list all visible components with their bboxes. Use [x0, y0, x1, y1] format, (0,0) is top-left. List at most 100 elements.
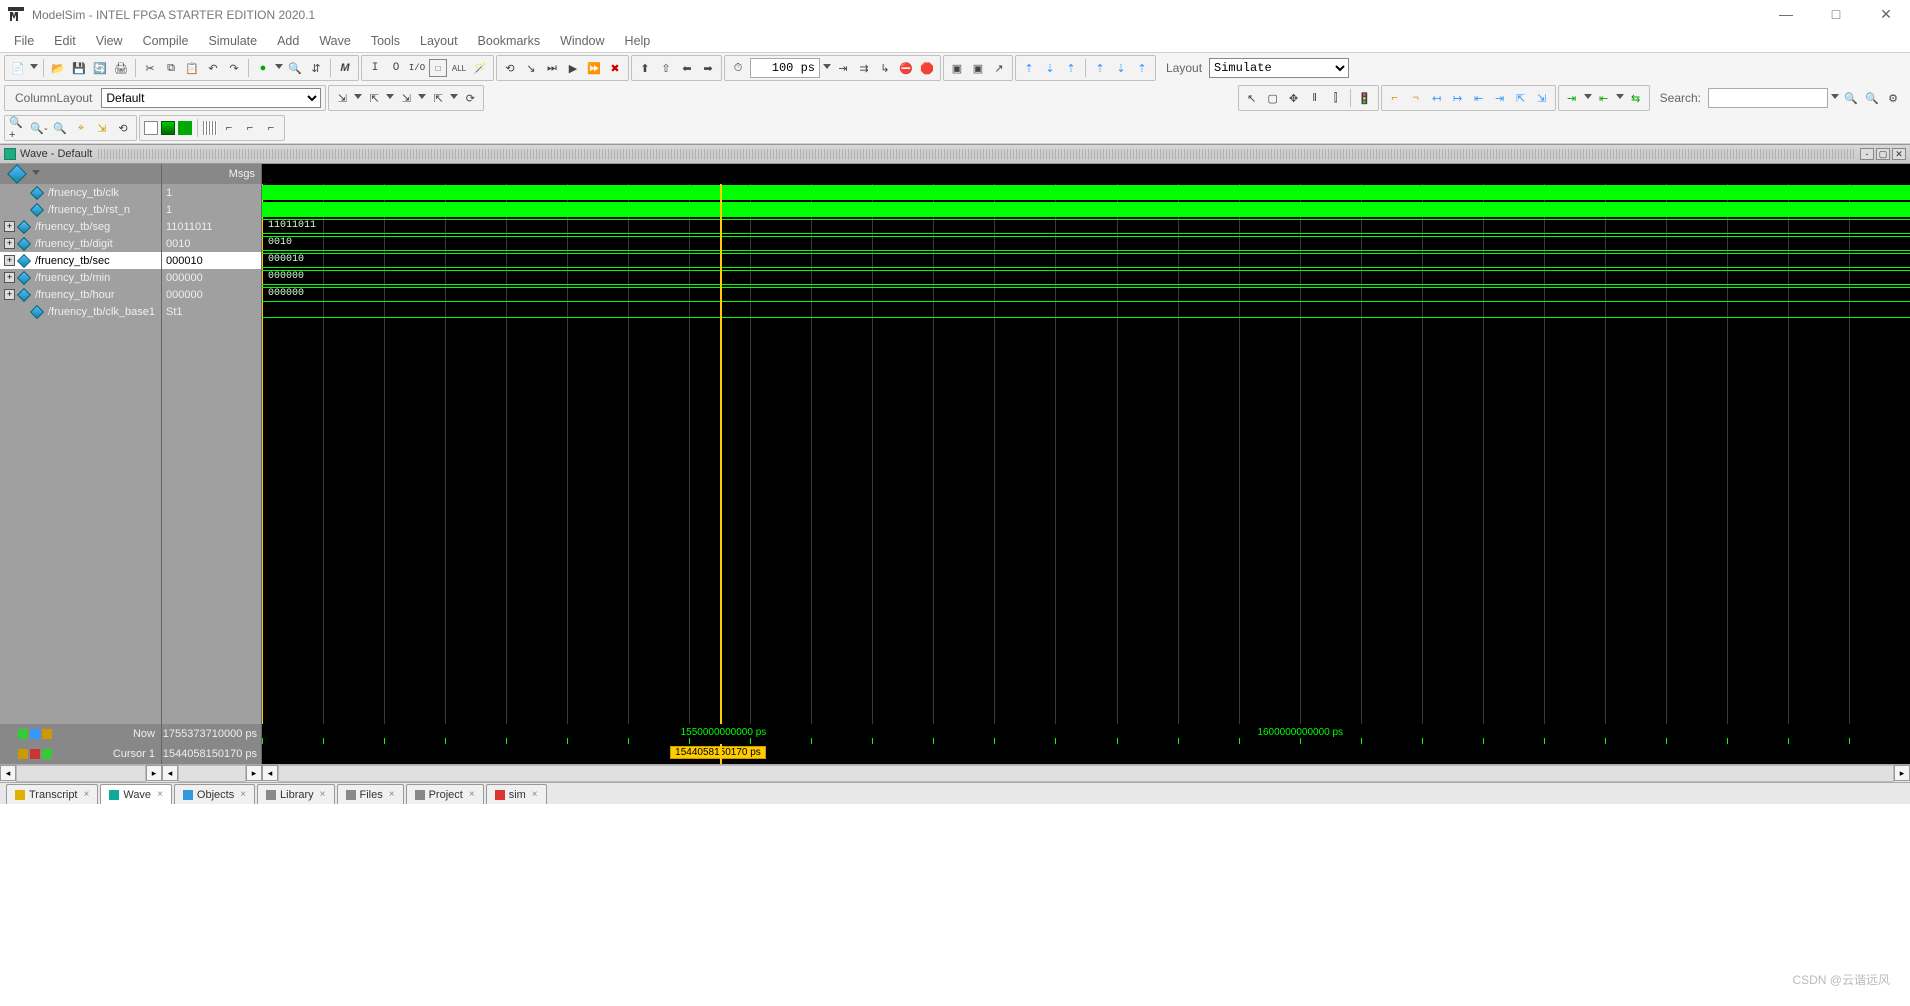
search-prev-icon[interactable]: 🔍	[1863, 89, 1881, 107]
zoom-in-icon[interactable]: 🔍+	[9, 119, 27, 137]
copy-icon[interactable]: ⧉	[162, 59, 180, 77]
signal-name-row[interactable]: /fruency_tb/clk	[0, 184, 161, 201]
add-icon[interactable]: ●	[254, 59, 272, 77]
filter-io-icon[interactable]: I/O	[408, 59, 426, 77]
find-icon[interactable]: 🔍	[286, 59, 304, 77]
search-next-icon[interactable]: 🔍	[1842, 89, 1860, 107]
disp6-icon[interactable]: ⌐	[241, 119, 259, 137]
we4-icon[interactable]: ⇱	[429, 89, 447, 107]
wave-signal-row[interactable]: 000000	[262, 286, 1910, 303]
edge2-icon[interactable]: ¬	[1407, 89, 1425, 107]
minimize-button[interactable]: —	[1770, 6, 1802, 23]
menu-view[interactable]: View	[86, 32, 133, 50]
wave-signal-row[interactable]: 11011011	[262, 218, 1910, 235]
signal-name-row[interactable]: +/fruency_tb/digit	[0, 235, 161, 252]
search-opts-icon[interactable]: ⚙	[1884, 89, 1902, 107]
wave-close-button[interactable]: ✕	[1892, 148, 1906, 160]
menu-window[interactable]: Window	[550, 32, 614, 50]
forward-icon[interactable]: ➡	[699, 59, 717, 77]
time-input[interactable]	[750, 58, 820, 78]
tab-project[interactable]: Project×	[406, 784, 484, 804]
wave-max-button[interactable]: ▢	[1876, 148, 1890, 160]
tab-library[interactable]: Library×	[257, 784, 334, 804]
stop-sim-icon[interactable]: 🛑	[918, 59, 936, 77]
we2-icon[interactable]: ⇱	[365, 89, 383, 107]
signal-name-row[interactable]: +/fruency_tb/min	[0, 269, 161, 286]
mem-icon[interactable]: M	[336, 59, 354, 77]
zoom-last-icon[interactable]: ⟲	[114, 119, 132, 137]
disp1-icon[interactable]	[144, 121, 158, 135]
continue-icon[interactable]: ⏩	[585, 59, 603, 77]
we3-icon[interactable]: ⇲	[397, 89, 415, 107]
run-icon[interactable]: ▶	[564, 59, 582, 77]
refresh-icon[interactable]: 🔄	[91, 59, 109, 77]
signal-name-row[interactable]: /fruency_tb/rst_n	[0, 201, 161, 218]
waveform-column[interactable]: 110110110010000010000000000000	[262, 184, 1910, 724]
tab-sim[interactable]: sim×	[486, 784, 547, 804]
menu-wave[interactable]: Wave	[309, 32, 361, 50]
run-length-icon[interactable]: ⇥	[834, 59, 852, 77]
tab-files[interactable]: Files×	[337, 784, 404, 804]
zoom-cursor-icon[interactable]: ⌖	[72, 119, 90, 137]
wave-signal-row[interactable]	[262, 184, 1910, 201]
time-step-icon[interactable]: ⏱	[729, 59, 747, 77]
tab-close-icon[interactable]: ×	[389, 789, 395, 800]
cursor-t6-icon[interactable]: ⇡	[1133, 59, 1151, 77]
tab-transcript[interactable]: Transcript×	[6, 784, 98, 804]
disp2-icon[interactable]	[161, 121, 175, 135]
select-rect-icon[interactable]: ▢	[1264, 89, 1282, 107]
wave-signal-row[interactable]: 000010	[262, 252, 1910, 269]
disp4-icon[interactable]	[203, 121, 217, 135]
edge5-icon[interactable]: ⇤	[1470, 89, 1488, 107]
edge6-icon[interactable]: ⇥	[1491, 89, 1509, 107]
window1-icon[interactable]: ▣	[948, 59, 966, 77]
filter-i-icon[interactable]: I	[366, 59, 384, 77]
wave-scroll-left[interactable]: ◂	[262, 765, 278, 781]
window2-icon[interactable]: ▣	[969, 59, 987, 77]
wave-signal-row[interactable]	[262, 303, 1910, 320]
filter-o-icon[interactable]: O	[387, 59, 405, 77]
edge8-icon[interactable]: ⇲	[1533, 89, 1551, 107]
layout-select[interactable]: Simulate	[1209, 58, 1349, 78]
run-continue-icon[interactable]: ↳	[876, 59, 894, 77]
tab-close-icon[interactable]: ×	[240, 789, 246, 800]
zoom-full-icon[interactable]: 🔍	[51, 119, 69, 137]
zoom-range-icon[interactable]: ⇲	[93, 119, 111, 137]
break-sim-icon[interactable]: ⛔	[897, 59, 915, 77]
menu-help[interactable]: Help	[615, 32, 661, 50]
wand-icon[interactable]: 🪄	[471, 59, 489, 77]
print-icon[interactable]: 🖨	[112, 59, 130, 77]
cursor-time-badge[interactable]: 1544058150170 ps	[670, 746, 766, 759]
menu-edit[interactable]: Edit	[44, 32, 86, 50]
edge3-icon[interactable]: ↤	[1428, 89, 1446, 107]
msgs-scroll-left[interactable]: ◂	[162, 765, 178, 781]
maximize-button[interactable]: □	[1820, 6, 1852, 23]
signal-name-row[interactable]: +/fruency_tb/seg	[0, 218, 161, 235]
menu-bookmarks[interactable]: Bookmarks	[468, 32, 551, 50]
msgs-scroll-track[interactable]	[178, 765, 246, 782]
step-into-icon[interactable]: ↘	[522, 59, 540, 77]
signal-name-row[interactable]: +/fruency_tb/hour	[0, 286, 161, 303]
cursor-line[interactable]	[720, 184, 722, 724]
edge1-icon[interactable]: ⌐	[1386, 89, 1404, 107]
wave-scroll-track[interactable]	[278, 765, 1894, 782]
we5-icon[interactable]: ⟳	[461, 89, 479, 107]
menu-file[interactable]: File	[4, 32, 44, 50]
wave-signal-row[interactable]: 000000	[262, 269, 1910, 286]
pan-icon[interactable]: ✥	[1285, 89, 1303, 107]
menu-add[interactable]: Add	[267, 32, 309, 50]
cursor-t1-icon[interactable]: ⇡	[1020, 59, 1038, 77]
wave-signal-row[interactable]	[262, 201, 1910, 218]
cursor-t5-icon[interactable]: ⇣	[1112, 59, 1130, 77]
filter-all-icon[interactable]: □	[429, 59, 447, 77]
cursor-t4-icon[interactable]: ⇡	[1091, 59, 1109, 77]
back-icon[interactable]: ⬅	[678, 59, 696, 77]
undo-icon[interactable]: ↶	[204, 59, 222, 77]
exp3-icon[interactable]: ⇆	[1627, 89, 1645, 107]
expand-icon[interactable]: +	[4, 289, 15, 300]
run-all-icon[interactable]: ⇉	[855, 59, 873, 77]
traffic-icon[interactable]: 🚦	[1356, 89, 1374, 107]
zoom-out-icon[interactable]: 🔍-	[30, 119, 48, 137]
exp2-icon[interactable]: ⇤	[1595, 89, 1613, 107]
tab-close-icon[interactable]: ×	[84, 789, 90, 800]
